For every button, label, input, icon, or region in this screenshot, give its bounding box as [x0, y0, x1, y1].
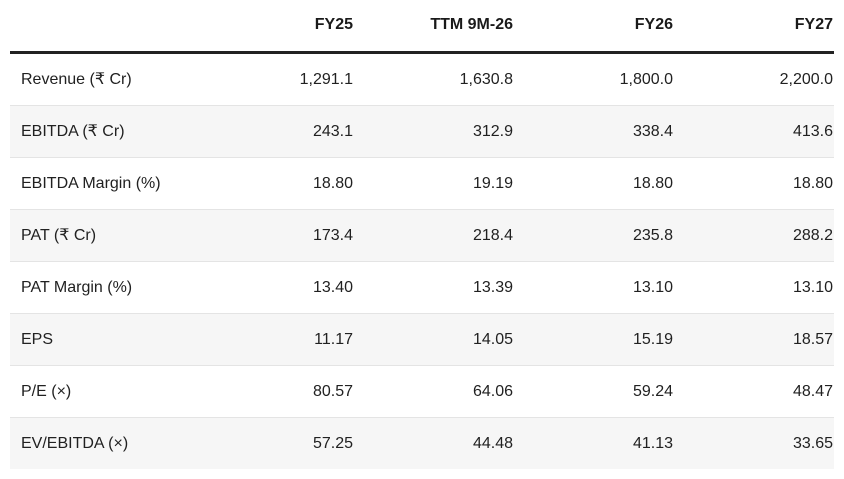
column-header-fy26: FY26	[514, 0, 674, 54]
cell-value: 13.39	[472, 279, 513, 296]
row-label: P/E (×)	[21, 383, 72, 400]
row-label: EPS	[21, 331, 54, 348]
cell-value: 2,200.0	[779, 71, 833, 88]
cell-value: 80.57	[312, 383, 353, 400]
financial-metrics-table: FY25 TTM 9M-26 FY26 FY27 Revenue (₹ Cr) …	[10, 0, 834, 469]
cell-value: 1,630.8	[459, 71, 513, 88]
cell-value: 1,291.1	[299, 71, 353, 88]
table-row-pat: PAT (₹ Cr) 173.4 218.4 235.8 288.2	[10, 209, 834, 262]
table-row-ev-ebitda: EV/EBITDA (×) 57.25 44.48 41.13 33.65	[10, 417, 834, 469]
cell-value: 312.9	[472, 123, 513, 140]
cell-value: 44.48	[472, 435, 513, 452]
column-header-ttm-9m-26: TTM 9M-26	[354, 0, 514, 54]
cell-value: 413.6	[792, 123, 833, 140]
row-label: EBITDA Margin (%)	[21, 175, 161, 192]
cell-value: 338.4	[632, 123, 673, 140]
cell-value: 18.80	[632, 175, 673, 192]
cell-value: 13.40	[312, 279, 353, 296]
row-label: EV/EBITDA (×)	[21, 435, 129, 452]
cell-value: 19.19	[472, 175, 513, 192]
table-row-ebitda: EBITDA (₹ Cr) 243.1 312.9 338.4 413.6	[10, 105, 834, 158]
cell-value: 14.05	[472, 331, 513, 348]
row-label: PAT (₹ Cr)	[21, 227, 97, 244]
cell-value: 243.1	[312, 123, 353, 140]
cell-value: 41.13	[632, 435, 673, 452]
cell-value: 13.10	[632, 279, 673, 296]
table-row-ebitda-margin: EBITDA Margin (%) 18.80 19.19 18.80 18.8…	[10, 157, 834, 210]
cell-value: 57.25	[312, 435, 353, 452]
cell-value: 18.57	[792, 331, 833, 348]
cell-value: 11.17	[314, 331, 353, 348]
row-label: EBITDA (₹ Cr)	[21, 123, 125, 140]
table-row-revenue: Revenue (₹ Cr) 1,291.1 1,630.8 1,800.0 2…	[10, 53, 834, 106]
cell-value: 1,800.0	[619, 71, 673, 88]
cell-value: 13.10	[792, 279, 833, 296]
cell-value: 48.47	[792, 383, 833, 400]
cell-value: 59.24	[632, 383, 673, 400]
cell-value: 18.80	[792, 175, 833, 192]
row-label: Revenue (₹ Cr)	[21, 71, 132, 88]
column-header-fy27: FY27	[674, 0, 834, 54]
cell-value: 173.4	[312, 227, 353, 244]
cell-value: 18.80	[312, 175, 353, 192]
header-row: FY25 TTM 9M-26 FY26 FY27	[10, 0, 834, 54]
cell-value: 288.2	[792, 227, 833, 244]
cell-value: 218.4	[472, 227, 513, 244]
cell-value: 15.19	[632, 331, 673, 348]
column-header-metric	[10, 0, 194, 54]
cell-value: 64.06	[472, 383, 513, 400]
cell-value: 33.65	[792, 435, 833, 452]
table-row-eps: EPS 11.17 14.05 15.19 18.57	[10, 313, 834, 366]
column-header-fy25: FY25	[194, 0, 354, 54]
cell-value: 235.8	[632, 227, 673, 244]
row-label: PAT Margin (%)	[21, 279, 133, 296]
table-row-pe: P/E (×) 80.57 64.06 59.24 48.47	[10, 365, 834, 418]
table-row-pat-margin: PAT Margin (%) 13.40 13.39 13.10 13.10	[10, 261, 834, 314]
